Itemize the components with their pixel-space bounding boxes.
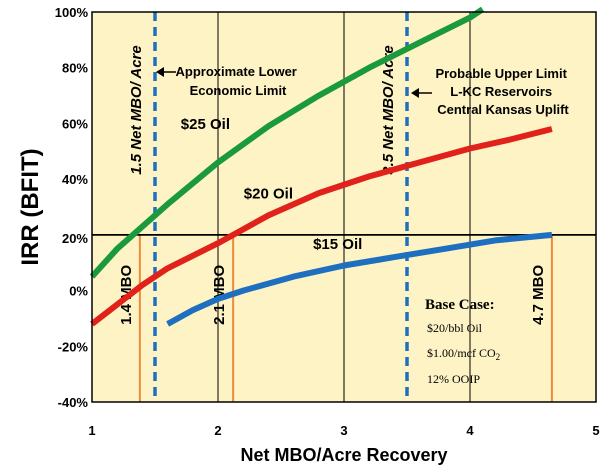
upper-limit-line-3: Central Kansas Uplift — [437, 102, 569, 117]
series-line — [166, 231, 553, 327]
lower-limit-line-1: Approximate Lower — [176, 64, 297, 79]
x-axis-title: Net MBO/Acre Recovery — [240, 445, 447, 465]
y-tick-label: 100% — [55, 5, 89, 20]
base-case-co2-text: $1.00/mcf CO — [427, 346, 496, 360]
plot-frame — [91, 11, 597, 403]
y-tick-label: 60% — [62, 116, 88, 131]
x-tick-label: 1 — [88, 423, 95, 438]
y-tick-label: 0% — [69, 284, 88, 299]
series-line — [90, 126, 553, 327]
upper-limit-arrow — [411, 88, 432, 98]
y-tick-label: 80% — [62, 61, 88, 76]
drop-line-label: 2.1 MBO — [211, 265, 228, 325]
upper-limit-line-1: Probable Upper Limit — [435, 66, 567, 81]
lower-limit-annotation: Approximate Lower Economic Limit — [176, 64, 301, 98]
y-tick-label: -20% — [58, 339, 89, 354]
series-line — [89, 6, 485, 279]
drop-line-label: 4.7 MBO — [530, 265, 547, 325]
series-label: $20 Oil — [244, 186, 293, 203]
base-case-co2-subscript: 2 — [496, 352, 501, 362]
y-tick-label: 40% — [62, 172, 88, 187]
y-axis-title: IRR (BFIT) — [17, 148, 44, 265]
lower-limit-line-2: Economic Limit — [190, 83, 287, 98]
vertical-limit-label: 1.5 Net MBO/ Acre — [128, 45, 145, 175]
vertical-limit-label: 3.5 Net MBO/ Acre — [380, 45, 397, 175]
upper-limit-line-2: L-KC Reservoirs — [450, 84, 552, 99]
upper-limit-annotation: Probable Upper Limit L-KC Reservoirs Cen… — [435, 66, 570, 117]
lower-limit-arrow — [156, 67, 176, 77]
x-tick-label: 4 — [466, 423, 474, 438]
base-case-title: Base Case: — [425, 297, 495, 313]
x-tick-label: 2 — [214, 423, 221, 438]
x-tick-label: 5 — [592, 423, 599, 438]
base-case-oil-price: $20/bbl Oil — [427, 321, 483, 335]
y-tick-label: -40% — [58, 395, 89, 410]
x-tick-label: 3 — [340, 423, 347, 438]
series-label: $25 Oil — [181, 116, 230, 133]
y-tick-label: 20% — [62, 231, 88, 246]
base-case-ooip: 12% OOIP — [427, 372, 480, 386]
series-label: $15 Oil — [313, 236, 362, 253]
base-case-co2-price: $1.00/mcf CO2 — [427, 346, 500, 362]
